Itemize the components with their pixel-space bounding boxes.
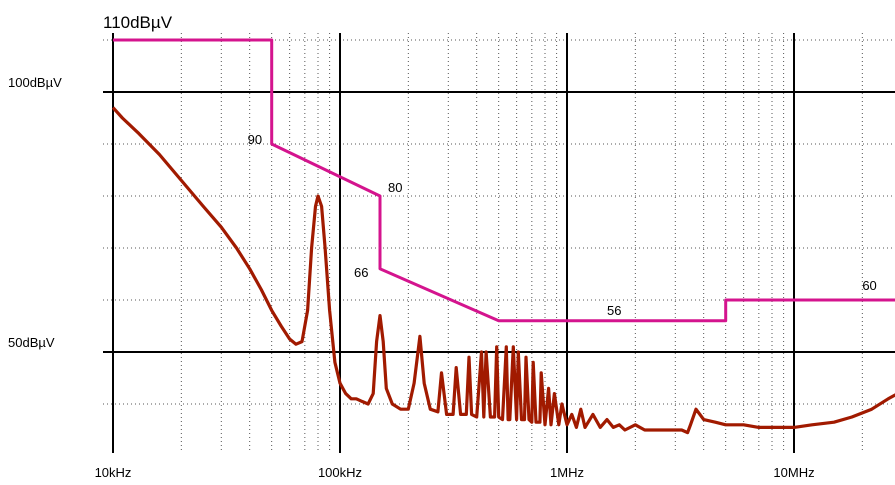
limit-value-label: 80 [388,180,402,195]
major-grid [103,33,895,453]
x-tick-label: 10kHz [95,465,132,480]
top-level-label: 110dBµV [103,13,173,32]
limit-line [113,38,895,323]
x-tick-label: 1MHz [550,465,584,480]
limit-value-label: 56 [607,303,621,318]
labels-group: 110dBµV 10kHz 100kHz 1MHz 10MHz 100dBµV 50dBµ… [8,13,877,480]
x-tick-label: 100kHz [318,465,362,480]
limit-value-label: 90 [248,132,262,147]
emission-trace [111,106,895,435]
series-group [111,38,895,435]
limit-value-label: 66 [354,265,368,280]
y-tick-label: 100dBµV [8,75,62,90]
limit-value-label: 60 [862,278,876,293]
y-tick-label: 50dBµV [8,335,55,350]
x-tick-label: 10MHz [773,465,814,480]
